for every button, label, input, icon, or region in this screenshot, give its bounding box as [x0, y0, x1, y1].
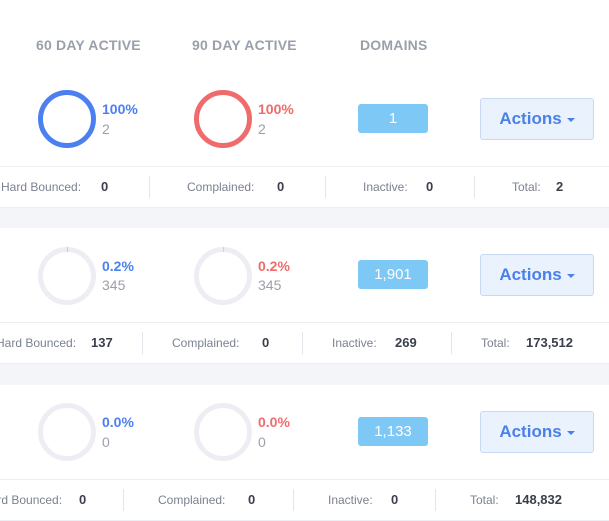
- list-item-main: 0.2% 345 0.2% 345 1,901 Actions: [0, 228, 609, 322]
- actions-label: Actions: [499, 109, 562, 128]
- actions-label: Actions: [499, 422, 562, 441]
- hard-bounced-label: Hard Bounced:: [1, 180, 82, 194]
- list-item: 0.0% 0 0.0% 0 1,133 Actions Hard Bounced…: [0, 385, 609, 521]
- domains-count-badge[interactable]: 1: [358, 104, 428, 133]
- list-item: 100% 2 100% 2 1 Actions Hard Bounced: 0 …: [0, 72, 609, 208]
- total-value: 2: [556, 179, 564, 194]
- active-90-day-percent: 0.2%: [258, 258, 290, 274]
- active-60-day-count: 345: [102, 277, 126, 293]
- actions-label: Actions: [499, 265, 562, 284]
- total-value: 148,832: [515, 492, 562, 507]
- active-90-day-percent: 0.0%: [258, 414, 290, 430]
- active-90-day-count: 0: [258, 434, 266, 450]
- caret-down-icon: [566, 117, 575, 122]
- header-60-day-active: 60 DAY ACTIVE: [36, 37, 141, 53]
- active-60-day-percent: 0.2%: [102, 258, 134, 274]
- active-60-day-percent: 100%: [102, 101, 138, 117]
- active-60-day-percent: 0.0%: [102, 414, 134, 430]
- ring-track: [194, 247, 252, 305]
- list-item-main: 0.0% 0 0.0% 0 1,133 Actions: [0, 385, 609, 479]
- total-label: Total:: [470, 493, 499, 507]
- hard-bounced-value: 0: [79, 492, 87, 507]
- table-header: 60 DAY ACTIVE 90 DAY ACTIVE DOMAINS: [0, 0, 609, 73]
- ring-progress: [38, 247, 96, 305]
- ring-progress: [38, 90, 96, 148]
- complained-value: 0: [248, 492, 256, 507]
- hard-bounced-value: 137: [91, 335, 113, 350]
- total-value: 173,512: [526, 335, 573, 350]
- stat-divider: [149, 176, 150, 198]
- header-domains: DOMAINS: [360, 37, 428, 53]
- inactive-label: Inactive:: [332, 336, 377, 350]
- stats-row: Hard Bounced: 137 Complained: 0 Inactive…: [0, 322, 609, 364]
- hard-bounced-value: 0: [101, 179, 109, 194]
- complained-label: Complained:: [187, 180, 255, 194]
- ring-track: [194, 403, 252, 461]
- row-divider: [0, 207, 609, 228]
- actions-dropdown-button[interactable]: Actions: [480, 411, 594, 453]
- domains-count-badge[interactable]: 1,901: [358, 260, 428, 289]
- complained-value: 0: [262, 335, 270, 350]
- header-90-day-active: 90 DAY ACTIVE: [192, 37, 297, 53]
- row-divider: [0, 364, 609, 385]
- stat-divider: [435, 489, 436, 511]
- list-item: 0.2% 345 0.2% 345 1,901 Actions Hard Bou…: [0, 228, 609, 364]
- actions-dropdown-button[interactable]: Actions: [480, 98, 594, 140]
- stat-divider: [302, 332, 303, 354]
- active-90-day-ring: [194, 90, 252, 148]
- caret-down-icon: [566, 430, 575, 435]
- stat-divider: [142, 332, 143, 354]
- domains-count-badge[interactable]: 1,133: [358, 417, 428, 446]
- active-60-day-count: 2: [102, 121, 110, 137]
- hard-bounced-label: Hard Bounced:: [0, 336, 77, 350]
- inactive-label: Inactive:: [363, 180, 408, 194]
- total-label: Total:: [481, 336, 510, 350]
- complained-value: 0: [277, 179, 285, 194]
- active-90-day-ring: [194, 403, 252, 461]
- stats-row: Hard Bounced: 0 Complained: 0 Inactive: …: [0, 479, 609, 521]
- active-90-day-count: 345: [258, 277, 282, 293]
- total-label: Total:: [512, 180, 541, 194]
- inactive-value: 0: [426, 179, 434, 194]
- active-90-day-percent: 100%: [258, 101, 294, 117]
- active-60-day-ring: [38, 403, 96, 461]
- ring-progress: [194, 247, 252, 305]
- list-item-main: 100% 2 100% 2 1 Actions: [0, 72, 609, 166]
- stat-divider: [123, 489, 124, 511]
- actions-dropdown-button[interactable]: Actions: [480, 254, 594, 296]
- active-60-day-ring: [38, 247, 96, 305]
- hard-bounced-label: Hard Bounced:: [0, 493, 63, 507]
- active-90-day-ring: [194, 247, 252, 305]
- stat-divider: [474, 176, 475, 198]
- stat-divider: [451, 332, 452, 354]
- inactive-label: Inactive:: [328, 493, 373, 507]
- stat-divider: [293, 489, 294, 511]
- complained-label: Complained:: [158, 493, 226, 507]
- active-60-day-ring: [38, 90, 96, 148]
- inactive-value: 269: [395, 335, 417, 350]
- active-90-day-count: 2: [258, 121, 266, 137]
- stat-divider: [325, 176, 326, 198]
- ring-track: [38, 247, 96, 305]
- complained-label: Complained:: [172, 336, 240, 350]
- stats-row: Hard Bounced: 0 Complained: 0 Inactive: …: [0, 166, 609, 208]
- active-60-day-count: 0: [102, 434, 110, 450]
- ring-progress: [194, 90, 252, 148]
- ring-track: [38, 403, 96, 461]
- caret-down-icon: [566, 273, 575, 278]
- inactive-value: 0: [391, 492, 399, 507]
